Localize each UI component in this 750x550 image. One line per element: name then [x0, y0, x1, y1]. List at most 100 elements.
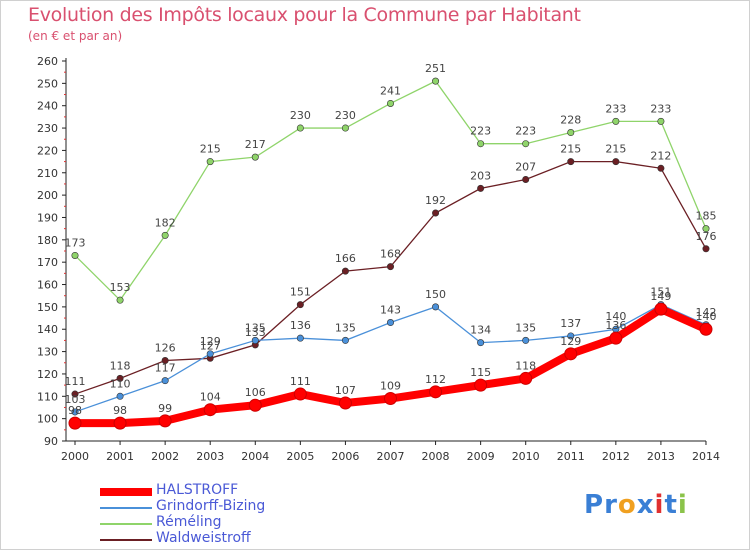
x-tick-label: 2009: [467, 450, 495, 463]
data-label: 168: [380, 248, 401, 261]
data-label: 173: [65, 236, 86, 249]
data-point: [293, 387, 307, 401]
data-point: [567, 129, 575, 137]
x-tick-label: 2013: [647, 450, 675, 463]
data-point: [296, 334, 304, 342]
x-tick-label: 2010: [512, 450, 540, 463]
x-tick-label: 2004: [241, 450, 269, 463]
data-label: 98: [113, 404, 127, 417]
data-point: [341, 124, 349, 132]
x-tick-label: 2003: [196, 450, 224, 463]
data-point: [296, 301, 304, 309]
data-label: 109: [380, 380, 401, 393]
data-point: [432, 209, 440, 217]
data-label: 99: [158, 402, 172, 415]
data-point: [522, 140, 530, 148]
data-point: [161, 377, 169, 385]
data-label: 129: [560, 335, 581, 348]
data-label: 185: [695, 210, 716, 223]
data-point: [341, 267, 349, 275]
y-tick-label: 230: [37, 122, 58, 135]
data-point: [477, 184, 485, 192]
data-label: 153: [110, 281, 131, 294]
data-point: [519, 371, 533, 385]
data-label: 136: [290, 319, 311, 332]
x-tick-label: 2000: [61, 450, 89, 463]
data-label: 106: [245, 386, 266, 399]
y-tick-label: 250: [37, 77, 58, 90]
data-label: 140: [605, 310, 626, 323]
logo-letter: r: [604, 490, 618, 520]
chart-title: Evolution des Impôts locaux pour la Comm…: [28, 4, 581, 26]
x-tick-label: 2001: [106, 450, 134, 463]
data-label: 117: [155, 362, 176, 375]
proxiti-logo: Proxiti: [584, 490, 688, 520]
data-point: [68, 416, 82, 430]
data-label: 112: [425, 373, 446, 386]
chart-subtitle: (en € et par an): [28, 29, 123, 43]
data-point: [71, 390, 79, 398]
data-label: 103: [65, 393, 86, 406]
x-tick-label: 2011: [557, 450, 585, 463]
data-point: [386, 263, 394, 271]
data-label: 151: [290, 286, 311, 299]
data-point: [702, 225, 710, 233]
y-tick-label: 90: [44, 435, 58, 448]
data-label: 192: [425, 194, 446, 207]
data-point: [338, 396, 352, 410]
y-tick-label: 110: [37, 390, 58, 403]
data-point: [116, 296, 124, 304]
data-label: 135: [335, 321, 356, 334]
data-point: [161, 231, 169, 239]
data-label: 104: [200, 391, 221, 404]
legend-label: Réméling: [156, 514, 222, 530]
data-label: 111: [65, 375, 86, 388]
data-label: 133: [245, 326, 266, 339]
data-label: 233: [650, 102, 671, 115]
data-point: [522, 175, 530, 183]
data-label: 233: [605, 102, 626, 115]
data-point: [383, 392, 397, 406]
data-label: 136: [605, 319, 626, 332]
logo-letter: i: [677, 490, 688, 520]
data-point: [432, 303, 440, 311]
data-point: [341, 336, 349, 344]
data-point: [203, 403, 217, 417]
data-point: [251, 153, 259, 161]
data-point: [113, 416, 127, 430]
data-label: 107: [335, 384, 356, 397]
y-tick-label: 210: [37, 167, 58, 180]
data-point: [71, 408, 79, 416]
data-point: [386, 319, 394, 327]
data-point: [429, 385, 443, 399]
data-point: [609, 331, 623, 345]
x-tick-label: 2002: [151, 450, 179, 463]
data-point: [251, 336, 259, 344]
data-label: 223: [470, 125, 491, 138]
data-point: [296, 124, 304, 132]
y-tick-label: 170: [37, 256, 58, 269]
data-label: 151: [650, 286, 671, 299]
legend-label: Waldweistroff: [156, 530, 251, 546]
data-point: [474, 378, 488, 392]
data-point: [567, 332, 575, 340]
data-label: 134: [470, 324, 491, 337]
y-tick-label: 140: [37, 323, 58, 336]
data-label: 182: [155, 216, 176, 229]
x-tick-label: 2006: [331, 450, 359, 463]
data-label: 241: [380, 84, 401, 97]
data-label: 127: [200, 339, 221, 352]
y-tick-label: 240: [37, 100, 58, 113]
x-tick-label: 2007: [376, 450, 404, 463]
data-point: [612, 117, 620, 125]
data-label: 118: [515, 359, 536, 372]
data-label: 212: [650, 149, 671, 162]
logo-letter: o: [617, 490, 637, 520]
data-point: [612, 158, 620, 166]
data-label: 143: [380, 304, 401, 317]
data-point: [522, 336, 530, 344]
data-label: 142: [695, 306, 716, 319]
logo-letter: i: [654, 490, 665, 520]
data-label: 217: [245, 138, 266, 151]
data-label: 140: [695, 310, 716, 323]
